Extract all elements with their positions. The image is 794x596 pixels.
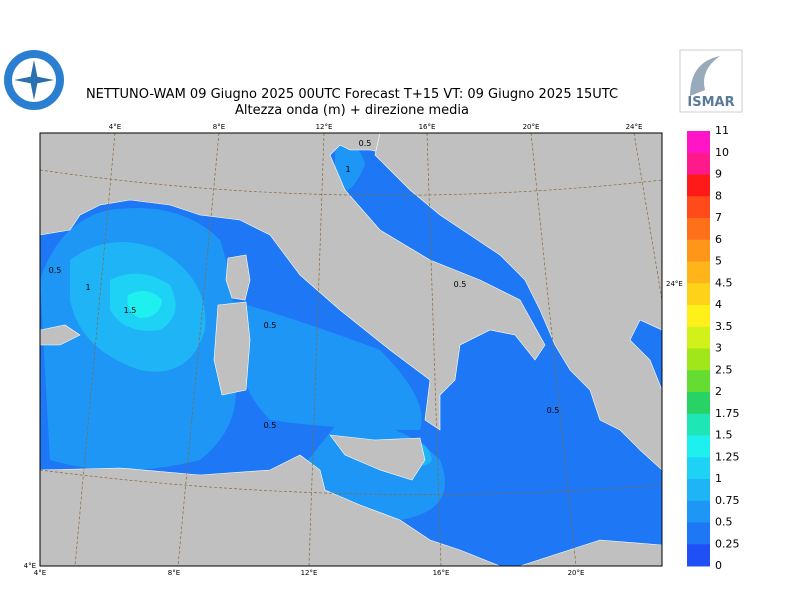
colorbar-label: 8 [715,189,722,202]
contour-label: 0.5 [264,421,277,430]
axis-label: 12°E [301,569,318,577]
colorbar-label: 5 [715,255,722,268]
colorbar-segment [687,392,710,415]
colorbar-label: 2.5 [715,363,733,376]
map [39,132,663,567]
axis-label: 4°E [109,123,121,131]
axis-label: 24°E [626,123,643,131]
contour-label: 1 [85,283,90,292]
colorbar-label: 2 [715,385,722,398]
title: NETTUNO-WAM 09 Giugno 2025 00UTC Forecas… [86,87,618,102]
axis-label: 16°E [433,569,450,577]
logo-text: ISMAR [687,95,734,110]
colorbar-label: 0.5 [715,516,733,529]
contour-label: 0.5 [454,280,467,289]
colorbar-label: 9 [715,168,722,181]
colorbar-segment [687,326,710,349]
axis-label: 12°E [316,123,333,131]
axis-label: 20°E [523,123,540,131]
colorbar-segment [687,413,710,436]
colorbar-segment [687,152,710,175]
colorbar-segment [687,370,710,393]
colorbar-label: 0.75 [715,494,740,507]
left-logo [4,50,64,110]
colorbar-label: 1.5 [715,429,733,442]
contour-label: 1.5 [124,306,137,315]
colorbar-label: 1.25 [715,450,740,463]
axis-label: 8°E [213,123,225,131]
colorbar-label: 7 [715,211,722,224]
right-logo: ISMAR [679,49,743,113]
axis-label: 8°E [168,569,180,577]
colorbar-segment [687,218,710,241]
colorbar-label: 1 [715,472,722,485]
colorbar-segment [687,174,710,197]
axis-label: 4°E [24,562,36,570]
contour-label: 0.5 [547,406,560,415]
colorbar-label: 6 [715,233,722,246]
colorbar-label: 3 [715,342,722,355]
colorbar-segment [687,283,710,306]
colorbar-label: 4.5 [715,276,733,289]
colorbar-segment [687,196,710,219]
colorbar-segment [687,435,710,458]
colorbar-label: 1.75 [715,407,740,420]
colorbar-segment [687,479,710,502]
colorbar-segment [687,239,710,262]
contour-label: 0.5 [264,321,277,330]
colorbar-label: 4 [715,298,722,311]
contour-label: 0.5 [49,266,62,275]
colorbar-segment [687,500,710,523]
axis-label: 20°E [568,569,585,577]
colorbar-segment [687,261,710,284]
colorbar: 11 10 9 8 7 6 5 4.5 4 3.5 3 2.5 2 1.75 1.5 1.25 1 0.75 0.5… [687,124,740,572]
colorbar-segment [687,131,710,154]
colorbar-label: 0 [715,559,722,572]
contour-label: 0.5 [359,139,372,148]
colorbar-segment [687,457,710,480]
colorbar-label: 3.5 [715,320,733,333]
colorbar-segment [687,348,710,371]
colorbar-segment [687,544,710,567]
axis-label: 4°E [34,569,46,577]
colorbar-label: 11 [715,124,729,137]
axis-label: 16°E [419,123,436,131]
subtitle: Altezza onda (m) + direzione media [235,103,469,118]
colorbar-segment [687,522,710,545]
axis-label: 24°E [666,280,683,288]
colorbar-label: 0.25 [715,537,740,550]
contour-label: 1 [345,165,350,174]
colorbar-segment [687,305,710,328]
colorbar-label: 10 [715,146,729,159]
